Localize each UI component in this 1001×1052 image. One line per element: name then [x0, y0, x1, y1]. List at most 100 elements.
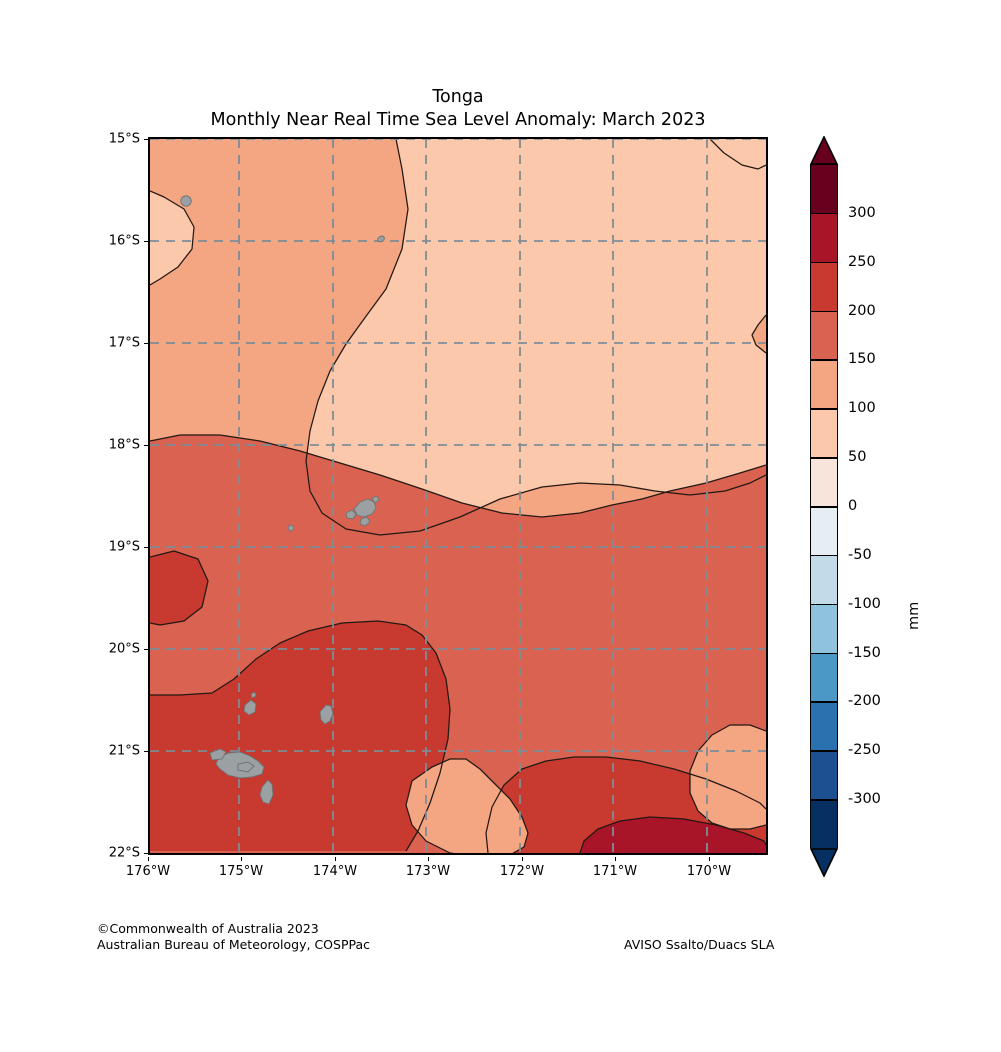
colorbar-band [811, 262, 837, 312]
contour-lines [150, 139, 766, 853]
colorbar-band-divider [810, 799, 838, 801]
colorbar-band [811, 751, 837, 800]
x-tick-label: 170°W [686, 864, 732, 879]
colorbar-band [811, 799, 837, 849]
colorbar-gradient-body[interactable] [810, 164, 838, 849]
colorbar-band-divider [810, 603, 838, 606]
colorbar-band [811, 360, 837, 410]
y-tick-label: 20°S [108, 641, 140, 657]
colorbar-tick-label: 50 [848, 449, 867, 466]
xtickmark [615, 857, 616, 861]
page-title: Tonga [432, 87, 484, 107]
xtickmark [335, 857, 336, 861]
island-eua [259, 779, 274, 805]
ytickmark [144, 751, 148, 752]
colorbar-tick-label: 150 [848, 351, 876, 368]
y-tick-label: 21°S [108, 743, 140, 759]
colorbar-band [811, 653, 837, 703]
colorbar-tick-label: 200 [848, 302, 876, 319]
x-tick-label: 174°W [312, 864, 358, 879]
map-gridlines [150, 139, 766, 853]
colorbar-band [811, 506, 837, 556]
colorbar-extend-bottom-arrow [810, 848, 838, 877]
colorbar-band-divider [810, 457, 838, 459]
footer-attribution: ©Commonwealth of Australia 2023 Australi… [97, 921, 370, 953]
colorbar-band [811, 702, 837, 752]
ytickmark [144, 445, 148, 446]
region-200-250-west [150, 551, 208, 625]
colorbar-band-divider [810, 359, 838, 362]
footer-agency: Australian Bureau of Meteorology, COSPPa… [97, 937, 370, 952]
sea-level-anomaly-contour-map [150, 139, 766, 853]
y-tick-label: 16°S [108, 233, 140, 249]
colorbar-band-divider [810, 652, 838, 655]
colorbar-tick-label: -100 [848, 595, 881, 612]
colorbar-band-divider [810, 212, 838, 215]
colorbar-tick-label: -300 [848, 791, 881, 808]
ytickmark [144, 649, 148, 650]
ytickmark [144, 343, 148, 344]
island-kao-tofua [243, 691, 257, 716]
colorbar-tick-label: 300 [848, 204, 876, 221]
colorbar-band-divider [810, 408, 838, 410]
colorbar-band-divider [810, 554, 838, 557]
ytickmark [144, 853, 148, 854]
xtickmark [241, 857, 242, 861]
colorbar-tick-label: 250 [848, 253, 876, 270]
island-landmasses [180, 195, 385, 805]
colorbar-band [811, 409, 837, 459]
colorbar-band [811, 604, 837, 654]
region-50-100-northeast [710, 139, 766, 169]
colorbar-tick-label: -150 [848, 644, 881, 661]
region-200-250-southwest [150, 621, 450, 851]
y-tick-label: 18°S [108, 437, 140, 453]
colorbar-band-divider [810, 750, 838, 752]
colorbar-band-divider [810, 701, 838, 704]
colorbar-extend-top-arrow [810, 136, 838, 165]
x-tick-label: 176°W [125, 864, 171, 879]
colorbar-tick-label: -200 [848, 693, 881, 710]
ytickmark [144, 241, 148, 242]
x-tick-label: 173°W [405, 864, 451, 879]
colorbar-tick-label: -50 [848, 546, 872, 563]
colorbar-tick-label: 0 [848, 498, 858, 514]
island-haapai-group [319, 704, 334, 725]
y-tick-label: 17°S [108, 335, 140, 351]
colorbar-band-divider [810, 310, 838, 313]
colorbar-band [811, 165, 837, 214]
ytickmark [144, 139, 148, 140]
xtickmark [709, 857, 710, 861]
x-tick-label: 171°W [592, 864, 638, 879]
colorbar-tick-label: 100 [848, 400, 876, 417]
footer-data-source: AVISO Ssalto/Duacs SLA [624, 937, 775, 952]
x-tick-label: 175°W [218, 864, 264, 879]
footer-copyright: ©Commonwealth of Australia 2023 [97, 921, 319, 936]
y-tick-label: 22°S [108, 845, 140, 861]
island-vavau-group [345, 495, 380, 527]
island-niuatoputapu [377, 235, 385, 243]
island-tongatapu [209, 748, 265, 779]
region-50-100-central [306, 139, 766, 535]
xtickmark [522, 857, 523, 861]
y-tick-label: 15°S [108, 131, 140, 147]
colorbar-band [811, 213, 837, 263]
figure-title-block: Tonga Monthly Near Real Time Sea Level A… [0, 86, 916, 132]
colorbar-band [811, 555, 837, 605]
map-plot-area[interactable] [148, 137, 768, 855]
colorbar-band [811, 311, 837, 361]
x-tick-label: 172°W [499, 864, 545, 879]
colorbar-tick-label: -250 [848, 742, 881, 759]
island-late [287, 524, 295, 532]
xtickmark [148, 857, 149, 861]
xtickmark [428, 857, 429, 861]
colorbar-band-divider [810, 261, 838, 264]
colorbar-band [811, 458, 837, 507]
colorbar-band-divider [810, 506, 838, 508]
colorbar-unit-label: mm [906, 601, 922, 630]
region-50-100-northwest [150, 191, 194, 285]
island-niuafoou [180, 195, 192, 207]
ytickmark [144, 547, 148, 548]
y-tick-label: 19°S [108, 539, 140, 555]
page-subtitle: Monthly Near Real Time Sea Level Anomaly… [210, 110, 706, 130]
